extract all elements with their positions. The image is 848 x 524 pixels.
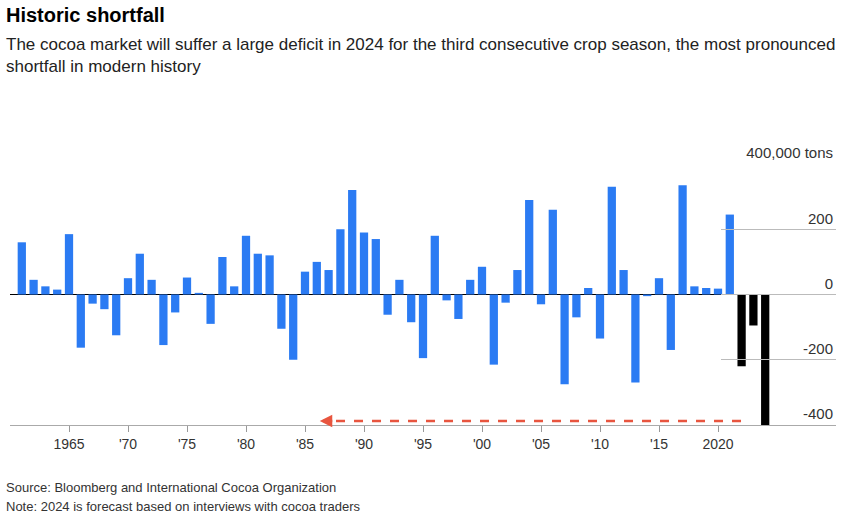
svg-text:'70: '70: [119, 436, 137, 452]
svg-text:1965: 1965: [53, 436, 84, 452]
svg-text:'95: '95: [414, 436, 432, 452]
svg-text:-400: -400: [803, 405, 833, 422]
svg-text:400,000 tons: 400,000 tons: [746, 144, 833, 161]
svg-text:'90: '90: [355, 436, 373, 452]
svg-text:'05: '05: [532, 436, 550, 452]
svg-text:'80: '80: [237, 436, 255, 452]
svg-text:'85: '85: [296, 436, 314, 452]
svg-text:'15: '15: [650, 436, 668, 452]
html-text:Source: Bloomberg and Internat: Source: Bloomberg and International Coco…: [6, 480, 337, 495]
html-text:Historic shortfall: Historic shortfall: [6, 4, 165, 26]
svg-text:0: 0: [825, 275, 833, 292]
html-text:The cocoa market will suffer a: The cocoa market will suffer a large def…: [6, 35, 836, 76]
svg-text:'00: '00: [473, 436, 491, 452]
svg-text:'75: '75: [178, 436, 196, 452]
html-text:Note: 2024 is forecast based o: Note: 2024 is forecast based on intervie…: [6, 499, 361, 514]
svg-text:200: 200: [808, 210, 833, 227]
svg-text:2020: 2020: [702, 436, 733, 452]
svg-text:-200: -200: [803, 340, 833, 357]
svg-text:'10: '10: [591, 436, 609, 452]
